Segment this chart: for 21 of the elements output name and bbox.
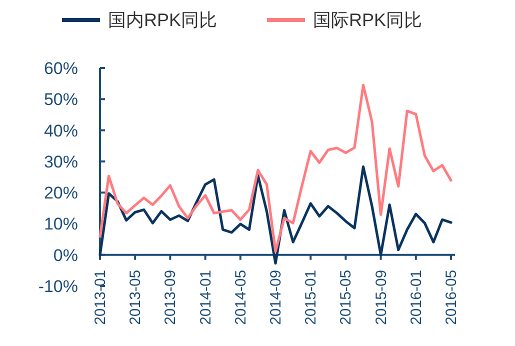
x-tick-label: 2013-05 — [127, 270, 144, 325]
y-tick-label: 50% — [44, 90, 78, 110]
x-tick-label: 2015-01 — [302, 270, 320, 325]
legend-label: 国内RPK同比 — [108, 10, 218, 30]
y-tick-label: 10% — [44, 214, 78, 234]
x-tick-label: 2015-05 — [338, 270, 355, 325]
x-tick-label: 2014-01 — [197, 270, 214, 325]
x-tick-label: 2015-09 — [372, 270, 390, 325]
legend-label: 国际RPK同比 — [313, 10, 422, 30]
y-tick-label: 40% — [44, 121, 78, 140]
x-tick-label: 2016-01 — [408, 270, 425, 325]
x-tick-label: 2014-05 — [232, 270, 250, 325]
x-tick-label: 2013-09 — [162, 270, 180, 325]
x-tick-label: 2013-01 — [92, 270, 109, 325]
y-tick-label: 20% — [44, 184, 78, 203]
y-tick-label: 30% — [44, 152, 78, 172]
x-tick-label: 2016-05 — [443, 270, 460, 325]
y-tick-label: 60% — [44, 59, 78, 78]
y-tick-label: 0% — [53, 246, 78, 265]
x-tick-label: 2014-09 — [268, 270, 284, 325]
y-tick-label: -10% — [38, 277, 78, 296]
